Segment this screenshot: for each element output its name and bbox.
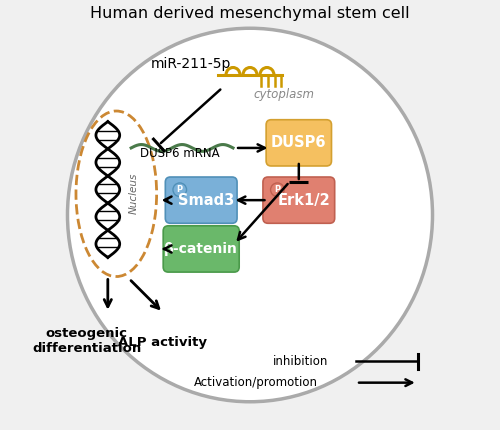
Text: cytoplasm: cytoplasm	[254, 88, 314, 101]
Ellipse shape	[76, 111, 156, 276]
Text: Nucleus: Nucleus	[128, 173, 138, 215]
Text: Human derived mesenchymal stem cell: Human derived mesenchymal stem cell	[90, 6, 410, 21]
Ellipse shape	[68, 28, 432, 402]
FancyBboxPatch shape	[263, 177, 334, 223]
Text: DUSP6: DUSP6	[271, 135, 326, 150]
Text: Erk1/2: Erk1/2	[278, 193, 330, 208]
Text: miR-211-5p: miR-211-5p	[150, 57, 231, 71]
Text: P: P	[274, 185, 280, 194]
Text: Smad3: Smad3	[178, 193, 234, 208]
FancyBboxPatch shape	[266, 120, 332, 166]
Text: DUSP6 mRNA: DUSP6 mRNA	[140, 147, 220, 160]
Text: β-catenin: β-catenin	[164, 242, 238, 256]
Text: Activation/promotion: Activation/promotion	[194, 376, 318, 389]
Circle shape	[173, 183, 186, 197]
Text: osteogenic
differentiation: osteogenic differentiation	[32, 328, 141, 356]
Text: inhibition: inhibition	[273, 355, 328, 368]
FancyBboxPatch shape	[163, 226, 239, 272]
Text: ALP activity: ALP activity	[118, 336, 208, 349]
FancyBboxPatch shape	[166, 177, 237, 223]
Circle shape	[270, 183, 284, 197]
Text: P: P	[176, 185, 183, 194]
